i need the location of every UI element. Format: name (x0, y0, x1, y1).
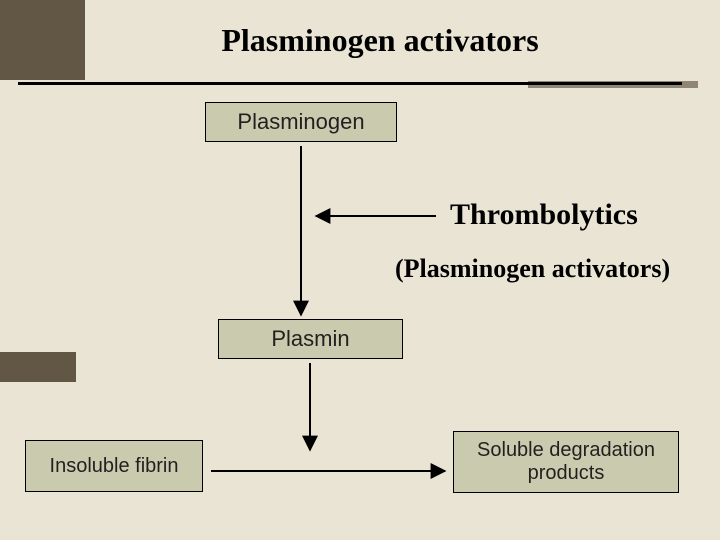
node-plasmin: Plasmin (218, 319, 403, 359)
page-title: Plasminogen activators (80, 22, 680, 59)
node-insoluble-fibrin: Insoluble fibrin (25, 440, 203, 492)
node-soluble-label: Soluble degradation products (454, 439, 678, 485)
title-underline (0, 82, 720, 94)
title-container: Plasminogen activators (0, 22, 720, 59)
label-plasminogen-activators-sub: (Plasminogen activators) (395, 254, 670, 284)
label-thrombolytics: Thrombolytics (450, 198, 638, 232)
node-plasminogen-label: Plasminogen (237, 109, 364, 135)
accent-sidebar-chunk (0, 352, 76, 382)
node-soluble-products: Soluble degradation products (453, 431, 679, 493)
node-plasmin-label: Plasmin (271, 326, 349, 352)
underline-main (18, 82, 682, 85)
node-plasminogen: Plasminogen (205, 102, 397, 142)
node-insoluble-label: Insoluble fibrin (50, 455, 179, 478)
